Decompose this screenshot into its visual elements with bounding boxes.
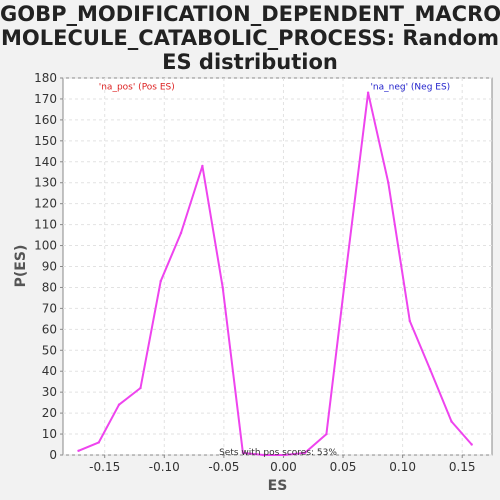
x-tick-label: -0.05 bbox=[208, 460, 239, 474]
series-point bbox=[241, 451, 245, 455]
grid-layer bbox=[63, 77, 492, 456]
annotation-layer: 'na_pos' (Pos ES) 'na_neg' (Neg ES) Sets w… bbox=[99, 82, 450, 457]
series-point bbox=[97, 441, 101, 444]
series-point bbox=[345, 265, 348, 268]
x-tick-label: -0.15 bbox=[89, 460, 120, 474]
series-point bbox=[283, 453, 286, 457]
y-tick-label: 80 bbox=[42, 280, 57, 294]
x-tick-label: 0.00 bbox=[270, 460, 297, 474]
y-tick-label: 40 bbox=[42, 364, 57, 378]
y-tick-label: 180 bbox=[34, 71, 57, 85]
y-tick-label: 90 bbox=[42, 260, 57, 274]
y-tick-label: 100 bbox=[34, 239, 57, 253]
series-line bbox=[78, 91, 473, 456]
chart-title-line-2: MOLECULE_CATABOLIC_PROCESS: Random bbox=[1, 26, 499, 50]
series-point bbox=[139, 386, 142, 390]
series-point bbox=[159, 280, 162, 283]
series-point bbox=[77, 449, 80, 452]
chart-title-line-3: ES distribution bbox=[162, 50, 338, 74]
y-tick-label: 10 bbox=[42, 427, 57, 441]
series-point bbox=[450, 420, 453, 423]
chart-title-line-1: GOBP_MODIFICATION_DEPENDENT_MACRO bbox=[0, 2, 500, 26]
y-tick-label: 20 bbox=[42, 406, 57, 420]
series-point bbox=[117, 403, 121, 406]
y-axis-title: P(ES) bbox=[13, 245, 29, 288]
series-point bbox=[428, 367, 432, 371]
chart-annotation: 'na_neg' (Neg ES) bbox=[370, 82, 450, 92]
series-layer bbox=[77, 91, 473, 457]
y-tick-label: 0 bbox=[49, 448, 57, 462]
y-tick-label: 150 bbox=[34, 134, 57, 148]
x-tick-label: -0.10 bbox=[149, 460, 180, 474]
y-tick-label: 60 bbox=[42, 322, 57, 336]
series-point bbox=[408, 319, 411, 323]
axis-layer: 0 10 20 30 40 50 60 70 80 90 100 110 120 130 140 150 160… bbox=[34, 71, 475, 474]
series-point bbox=[262, 453, 265, 457]
x-axis-title: ES bbox=[268, 478, 288, 494]
y-tick-label: 120 bbox=[34, 197, 57, 211]
series-point bbox=[201, 164, 204, 168]
x-tick-label: 0.15 bbox=[449, 460, 476, 474]
y-tick-label: 50 bbox=[42, 343, 57, 357]
chart-annotation: 'na_pos' (Pos ES) bbox=[99, 82, 175, 92]
chart-title: GOBP_MODIFICATION_DEPENDENT_MACRO MOLECU… bbox=[0, 2, 500, 74]
y-tick-label: 170 bbox=[34, 92, 57, 106]
y-tick-label: 130 bbox=[34, 176, 57, 190]
series-point bbox=[303, 451, 307, 455]
chart-annotation: Sets with pos scores: 53% bbox=[219, 448, 337, 458]
series-point bbox=[325, 432, 328, 436]
x-tick-label: 0.10 bbox=[389, 460, 416, 474]
series-point bbox=[387, 181, 390, 184]
y-tick-label: 70 bbox=[42, 301, 57, 315]
series-point bbox=[470, 443, 473, 446]
series-point bbox=[179, 231, 183, 235]
y-tick-label: 140 bbox=[34, 155, 57, 169]
y-tick-label: 110 bbox=[34, 218, 57, 232]
x-tick-label: 0.05 bbox=[330, 460, 357, 474]
y-tick-label: 30 bbox=[42, 385, 57, 399]
y-tick-label: 160 bbox=[34, 113, 57, 127]
series-point bbox=[366, 91, 370, 94]
series-point bbox=[221, 286, 224, 289]
